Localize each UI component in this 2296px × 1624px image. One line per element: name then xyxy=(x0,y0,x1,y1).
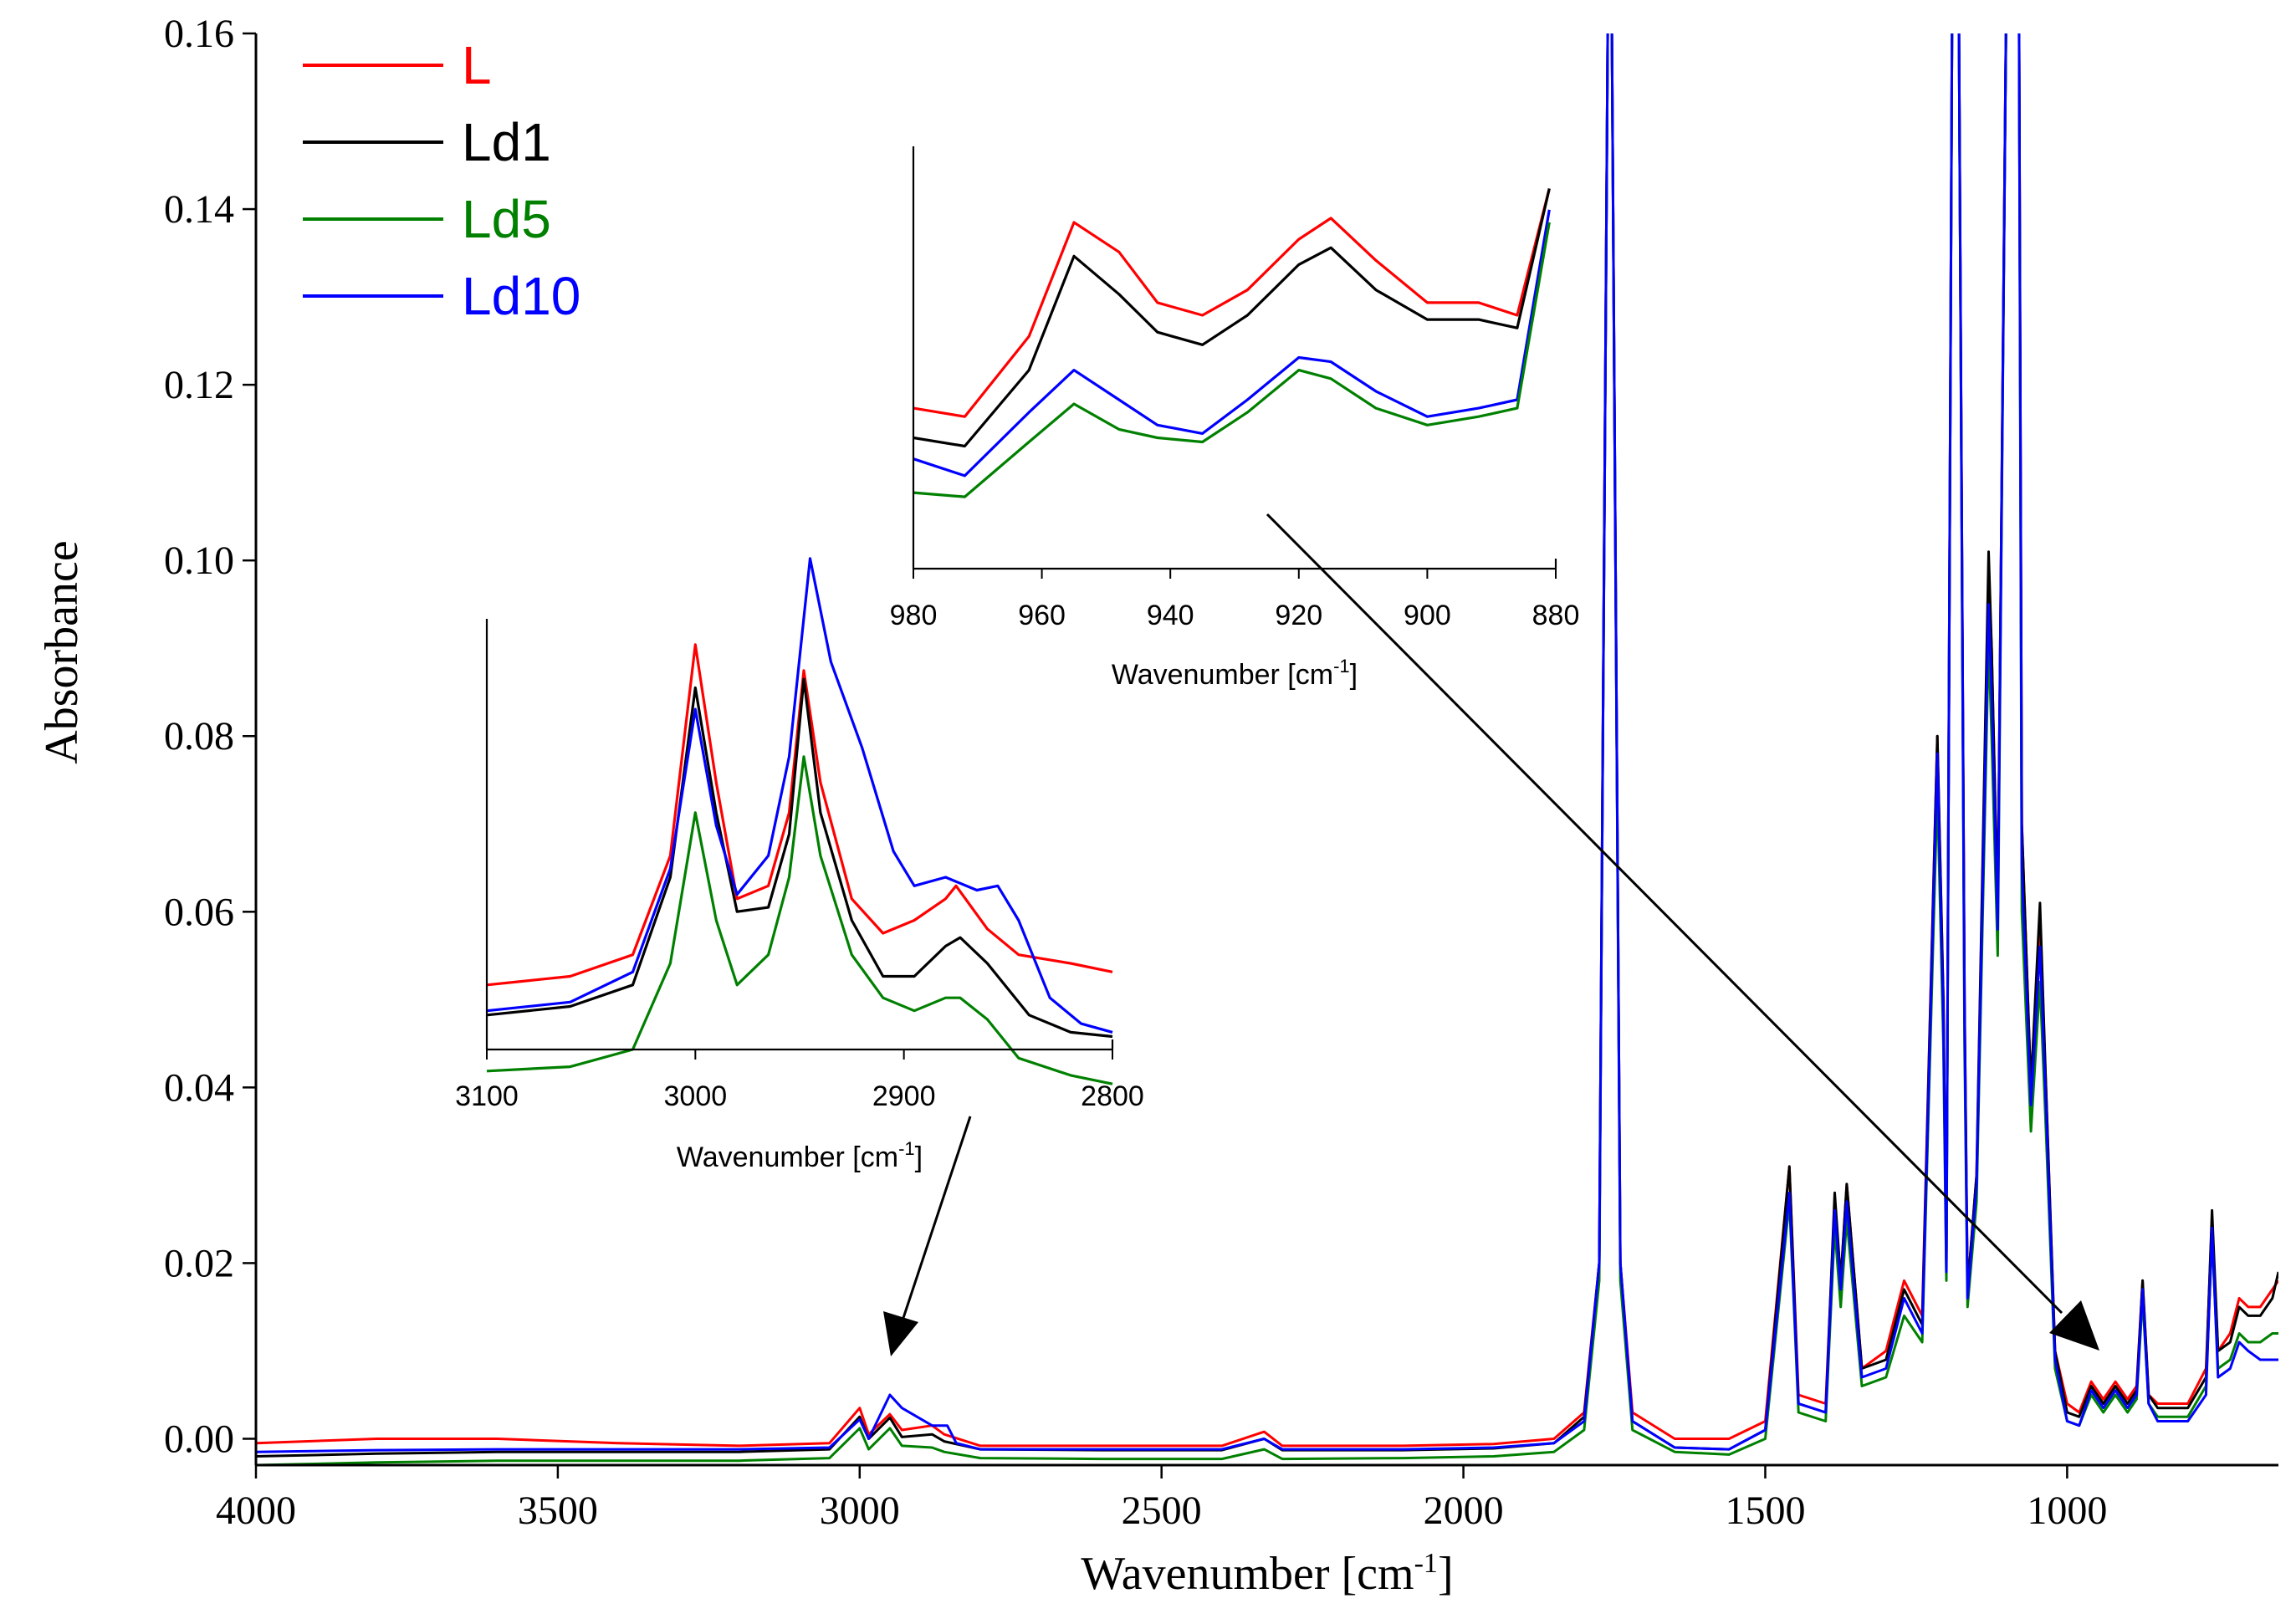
inset-x-tick-label: 980 xyxy=(890,600,938,631)
legend-label-ld10: Ld10 xyxy=(462,266,580,326)
y-tick-group: 0.00 0.02 0.04 0.06 0.08 0.10 0.12 0.14 0.16 xyxy=(164,12,256,1461)
inset-fingerprint: 980 960 940 920 900 880 Wavenumber [cm-1] xyxy=(890,146,1580,691)
x-axis-title: Wavenumber [cm-1] xyxy=(1081,1548,1453,1600)
legend: L Ld1 Ld5 Ld10 xyxy=(303,35,580,326)
inset-series-ld1 xyxy=(913,188,1551,448)
y-tick-label: 0.06 xyxy=(164,890,234,934)
inset-series-ld10 xyxy=(486,557,1113,1034)
x-tick-group: 4000 3500 3000 2500 2000 1500 1000 xyxy=(216,1465,2107,1533)
main-axes xyxy=(254,33,2278,1467)
legend-label-ld1: Ld1 xyxy=(462,112,551,172)
y-tick-label: 0.10 xyxy=(164,539,234,583)
y-tick-label: 0.14 xyxy=(164,187,234,232)
inset-x-tick-label: 3000 xyxy=(664,1080,728,1112)
inset-series-ld5 xyxy=(486,755,1113,1085)
y-tick-label: 0.02 xyxy=(164,1241,234,1285)
series-line-ld5 xyxy=(256,33,2278,1465)
y-tick-label: 0.04 xyxy=(164,1065,234,1110)
y-tick-label: 0.08 xyxy=(164,714,234,758)
inset-series-ld10 xyxy=(913,209,1551,477)
inset-x-tick-label: 880 xyxy=(1532,600,1580,631)
series-line-ld10 xyxy=(256,33,2278,1453)
inset-x-tick-label: 900 xyxy=(1404,600,1451,631)
y-axis-title: Absorbance xyxy=(36,540,88,763)
x-tick-label: 3500 xyxy=(518,1489,598,1533)
arrow-to-ch-region xyxy=(883,1116,972,1356)
x-tick-label: 4000 xyxy=(216,1489,296,1533)
main-series-group xyxy=(256,33,2278,1465)
inset-x-tick-label: 940 xyxy=(1147,600,1194,631)
legend-label-ld5: Ld5 xyxy=(462,189,551,249)
inset-series-l xyxy=(913,188,1551,418)
x-tick-label: 1000 xyxy=(2027,1489,2107,1533)
inset-x-tick-label: 2800 xyxy=(1081,1080,1144,1112)
y-tick-label: 0.12 xyxy=(164,363,234,407)
x-tick-label: 2000 xyxy=(1424,1489,1504,1533)
inset-ch-stretch: 3100 3000 2900 2800 Wavenumber [cm-1] xyxy=(455,557,1144,1173)
inset-x-tick-label: 2900 xyxy=(872,1080,936,1112)
y-tick-label: 0.00 xyxy=(164,1417,234,1461)
arrow-to-fingerprint-region xyxy=(1266,513,2099,1351)
inset-x-axis-title: Wavenumber [cm-1] xyxy=(677,1138,923,1173)
x-tick-label: 1500 xyxy=(1725,1489,1805,1533)
arrow-line-ch xyxy=(899,1116,972,1326)
inset-series-ld1 xyxy=(486,677,1113,1039)
arrow-line-fingerprint xyxy=(1266,513,2063,1315)
inset-x-tick-label: 960 xyxy=(1018,600,1066,631)
arrowhead-fingerprint xyxy=(2049,1300,2099,1351)
y-tick-label: 0.16 xyxy=(164,12,234,56)
inset-series-l xyxy=(486,643,1113,987)
inset-x-axis-title: Wavenumber [cm-1] xyxy=(1112,656,1358,691)
x-tick-label: 3000 xyxy=(820,1489,900,1533)
x-tick-label: 2500 xyxy=(1122,1489,1202,1533)
inset-x-tick-label: 920 xyxy=(1275,600,1322,631)
inset-series-ld5 xyxy=(913,222,1551,498)
arrowhead-ch xyxy=(883,1311,918,1356)
series-line-ld1 xyxy=(256,33,2278,1458)
legend-label-l: L xyxy=(462,35,492,95)
inset-x-tick-label: 3100 xyxy=(455,1080,519,1112)
